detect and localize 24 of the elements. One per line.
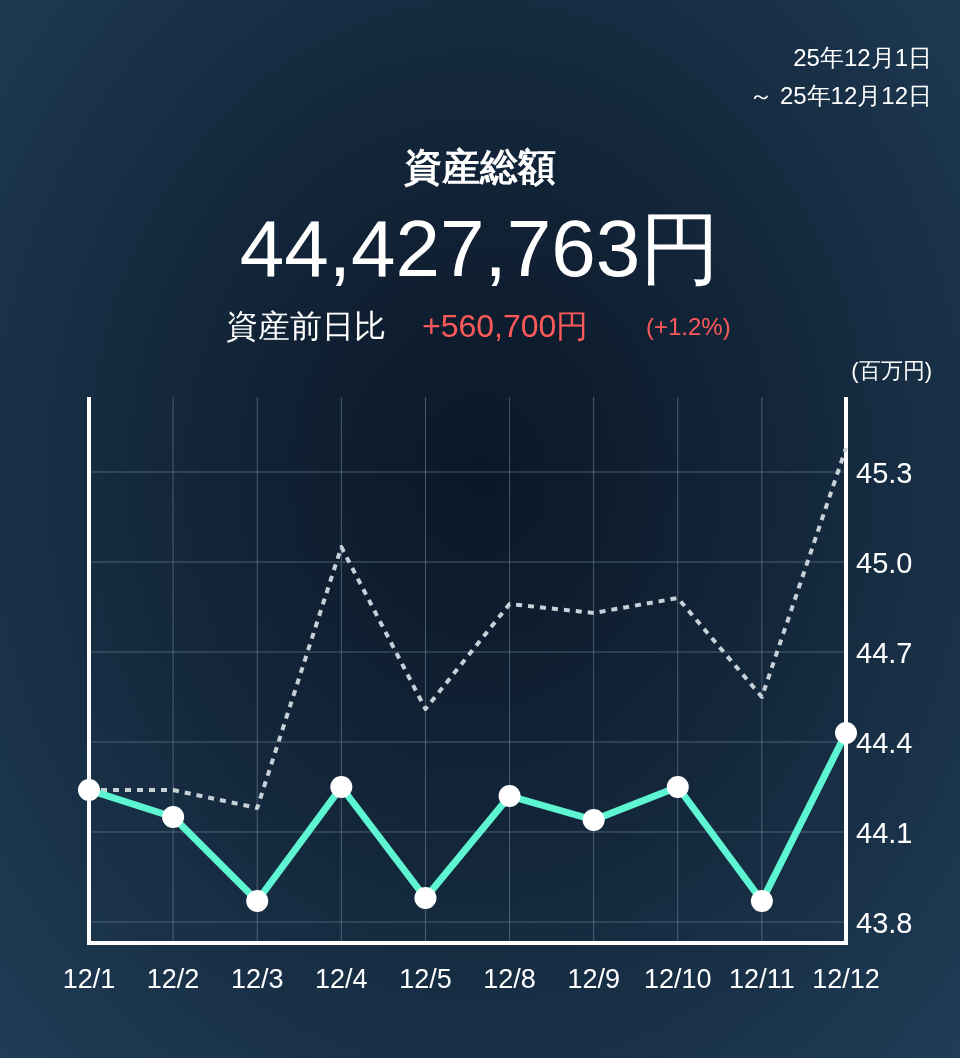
subtitle: 44,427,763円 <box>239 204 721 293</box>
xtick: 12/3 <box>230 964 284 994</box>
xtick: 12/11 <box>729 964 795 994</box>
annotation: 資産前日比 <box>226 308 386 344</box>
ytick: 44.7 <box>856 637 913 669</box>
xtick: 12/10 <box>644 964 712 994</box>
ylabel: (百万円) <box>851 358 932 383</box>
ytick: 44.4 <box>856 727 913 759</box>
xtick: 12/4 <box>315 964 368 994</box>
ytick: 43.8 <box>856 907 913 939</box>
ytick: 45.0 <box>856 547 913 579</box>
ytick: 44.1 <box>856 817 913 849</box>
annotation: (+1.2%) <box>646 313 731 340</box>
xtick: 12/1 <box>62 964 116 994</box>
xtick: 12/2 <box>146 964 200 994</box>
xtick: 12/9 <box>567 964 620 994</box>
annotation: +560,700円 <box>422 308 589 344</box>
xtick: 12/8 <box>483 964 536 994</box>
annotation: ～ 25年12月12日 <box>749 82 932 109</box>
title: 資産総額 <box>404 146 556 188</box>
annotation: 25年12月1日 <box>793 44 932 71</box>
xtick: 12/5 <box>399 964 452 994</box>
ytick: 45.3 <box>856 457 913 489</box>
xtick: 12/12 <box>812 964 880 994</box>
